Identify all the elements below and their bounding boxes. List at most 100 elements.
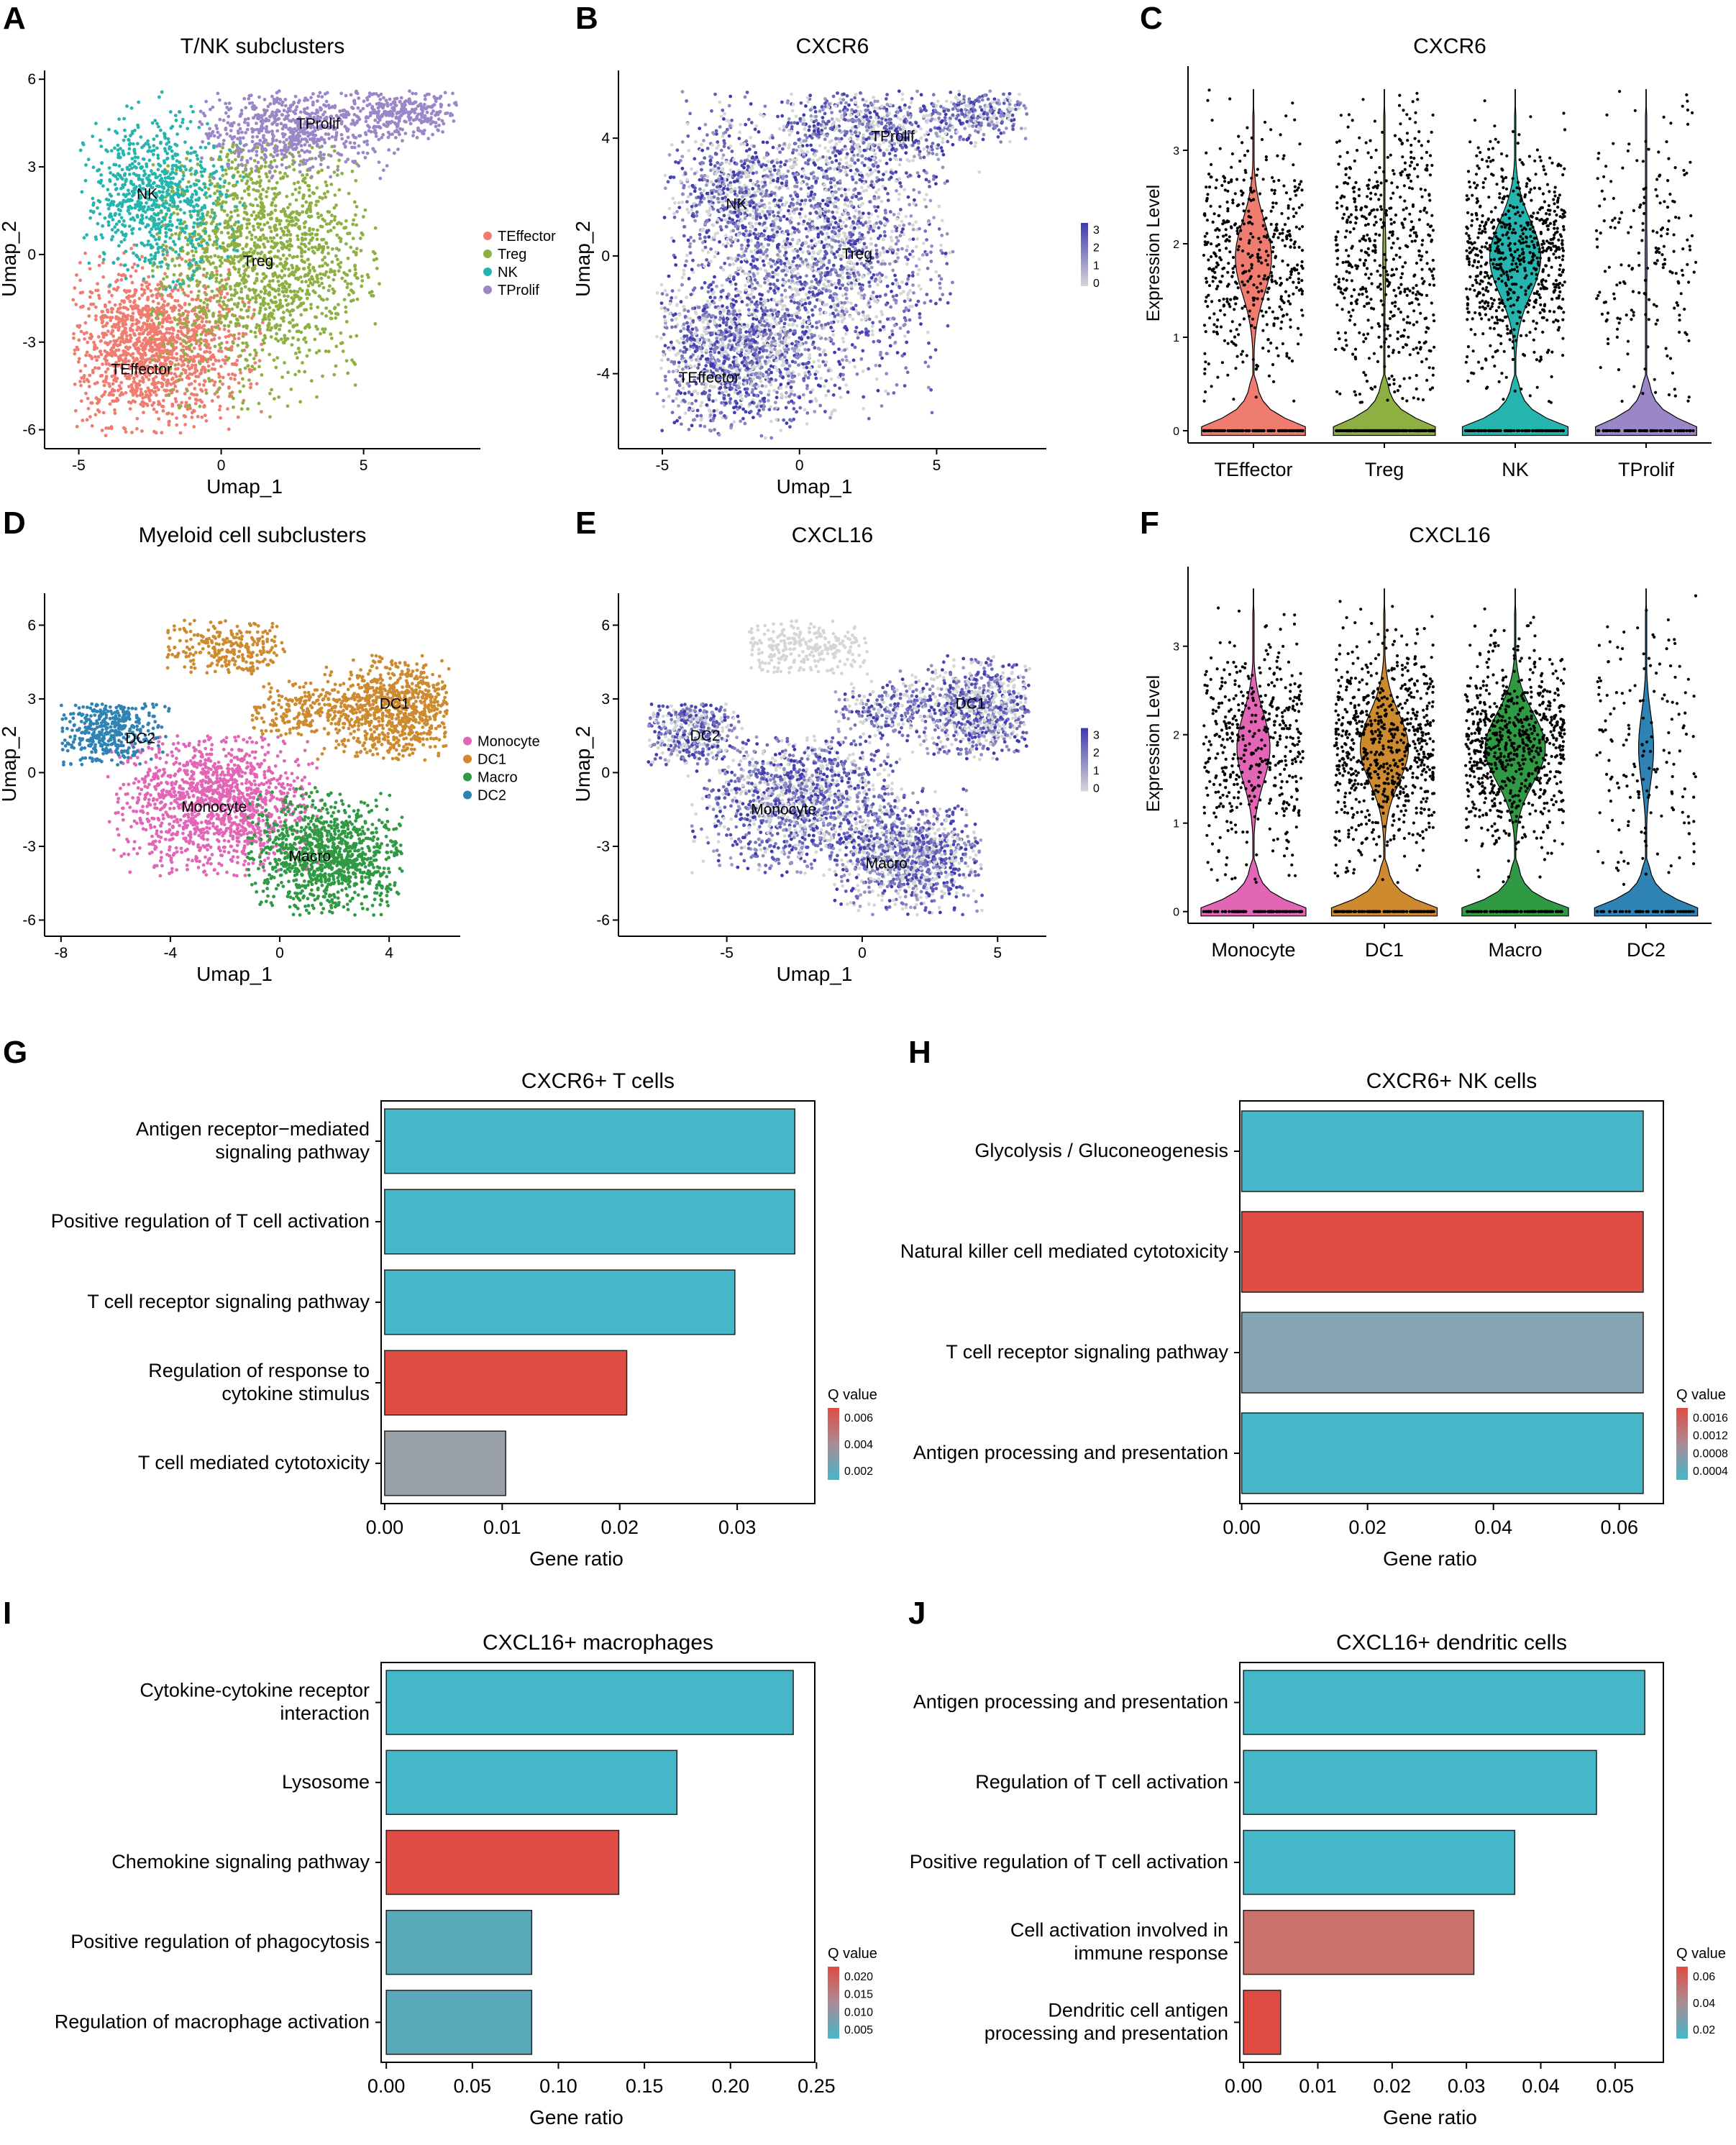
umap-point-treg (303, 250, 307, 254)
umap-point-teffector (119, 263, 123, 267)
umap-point-teffector (129, 326, 132, 330)
umap-point-teffector (106, 343, 109, 347)
umap-point-treg (236, 344, 239, 347)
umap-point-teffector (73, 352, 76, 356)
umap-point-treg (288, 214, 292, 217)
umap-point-treg (326, 246, 330, 250)
umap-point-treg (221, 242, 225, 245)
umap-point-treg (204, 293, 208, 296)
umap-point-teffector (97, 335, 101, 339)
umap-point-treg (324, 306, 328, 310)
umap-point-treg (237, 284, 240, 288)
umap-point-treg (215, 247, 219, 250)
umap-point-treg (326, 298, 329, 301)
umap-point-treg (307, 215, 311, 219)
umap-point-teffector (73, 286, 76, 290)
umap-point-treg (156, 265, 160, 269)
umap-point-teffector (192, 425, 196, 429)
umap-point-teffector (175, 416, 178, 420)
umap-point-treg (274, 209, 278, 212)
umap-point-treg (256, 216, 260, 219)
umap-point-treg (290, 290, 293, 293)
umap-point-treg (334, 203, 338, 207)
umap-point-teffector (94, 314, 98, 318)
umap-point-teffector (258, 359, 262, 362)
umap-point-treg (181, 312, 185, 316)
umap-point-teffector (193, 366, 197, 370)
umap-point-treg (163, 257, 167, 260)
umap-point-nk (157, 218, 161, 221)
umap-point-treg (264, 308, 268, 311)
umap-point-treg (285, 195, 288, 198)
umap-point-teffector (168, 331, 171, 335)
umap-point-teffector (137, 352, 141, 355)
umap-point-teffector (122, 301, 126, 304)
umap-point-teffector (164, 357, 168, 360)
umap-point-treg (273, 296, 277, 299)
umap-point-treg (285, 282, 288, 285)
umap-point-teffector (198, 347, 202, 351)
umap-point-treg (187, 284, 191, 288)
umap-point-treg (351, 223, 355, 227)
umap-point-treg (233, 223, 237, 227)
umap-point-teffector (119, 306, 122, 310)
umap-point-teffector (150, 328, 154, 331)
umap-point-treg (204, 275, 208, 278)
umap-point-teffector (218, 303, 221, 307)
umap-point-treg (301, 280, 304, 284)
umap-point-treg (178, 264, 181, 267)
umap-point-treg (229, 298, 233, 301)
umap-point-treg (321, 217, 324, 221)
umap-point-teffector (114, 326, 117, 329)
umap-point-teffector (138, 339, 142, 343)
umap-point-treg (311, 246, 314, 250)
umap-point-treg (170, 344, 174, 347)
umap-point-teffector (119, 303, 122, 306)
umap-point-treg (182, 171, 186, 175)
umap-point-treg (284, 287, 288, 291)
umap-point-treg (247, 175, 250, 178)
umap-point-treg (291, 319, 295, 322)
umap-point-treg (270, 160, 273, 164)
umap-point-treg (326, 263, 329, 267)
umap-point-treg (178, 273, 182, 277)
umap-point-teffector (221, 376, 225, 380)
umap-point-treg (314, 203, 318, 207)
panel-label-i: I (3, 1596, 12, 1631)
umap-point-teffector (181, 344, 185, 348)
umap-point-treg (329, 183, 333, 186)
umap-point-treg (255, 189, 258, 193)
umap-point-treg (246, 344, 250, 347)
umap-point-treg (339, 222, 343, 226)
umap-point-treg (320, 168, 324, 172)
umap-point-teffector (152, 330, 156, 334)
umap-point-teffector (137, 326, 140, 329)
umap-point-treg (232, 334, 236, 337)
umap-point-treg (186, 389, 189, 393)
umap-point-treg (298, 298, 301, 301)
umap-point-teffector (229, 377, 233, 380)
umap-point-teffector (167, 411, 170, 415)
umap-point-teffector (103, 384, 106, 388)
umap-point-treg (224, 259, 227, 262)
umap-point-teffector (117, 389, 120, 393)
umap-point-treg (334, 344, 338, 348)
umap-point-nk (128, 224, 132, 228)
umap-point-teffector (201, 320, 204, 324)
umap-point-teffector (191, 411, 194, 415)
umap-point-treg (333, 150, 337, 153)
umap-point-treg (288, 239, 292, 242)
umap-point-teffector (152, 408, 156, 411)
umap-point-nk (84, 163, 88, 167)
umap-point-teffector (132, 332, 136, 336)
umap-point-treg (220, 231, 224, 234)
umap-point-treg (291, 224, 294, 227)
umap-point-treg (271, 279, 275, 283)
umap-point-nk (165, 234, 168, 238)
umap-point-treg (324, 180, 327, 184)
umap-point-treg (272, 198, 275, 201)
umap-point-teffector (99, 339, 103, 343)
umap-point-treg (255, 273, 259, 276)
umap-point-treg (251, 296, 255, 300)
umap-point-treg (362, 215, 365, 219)
